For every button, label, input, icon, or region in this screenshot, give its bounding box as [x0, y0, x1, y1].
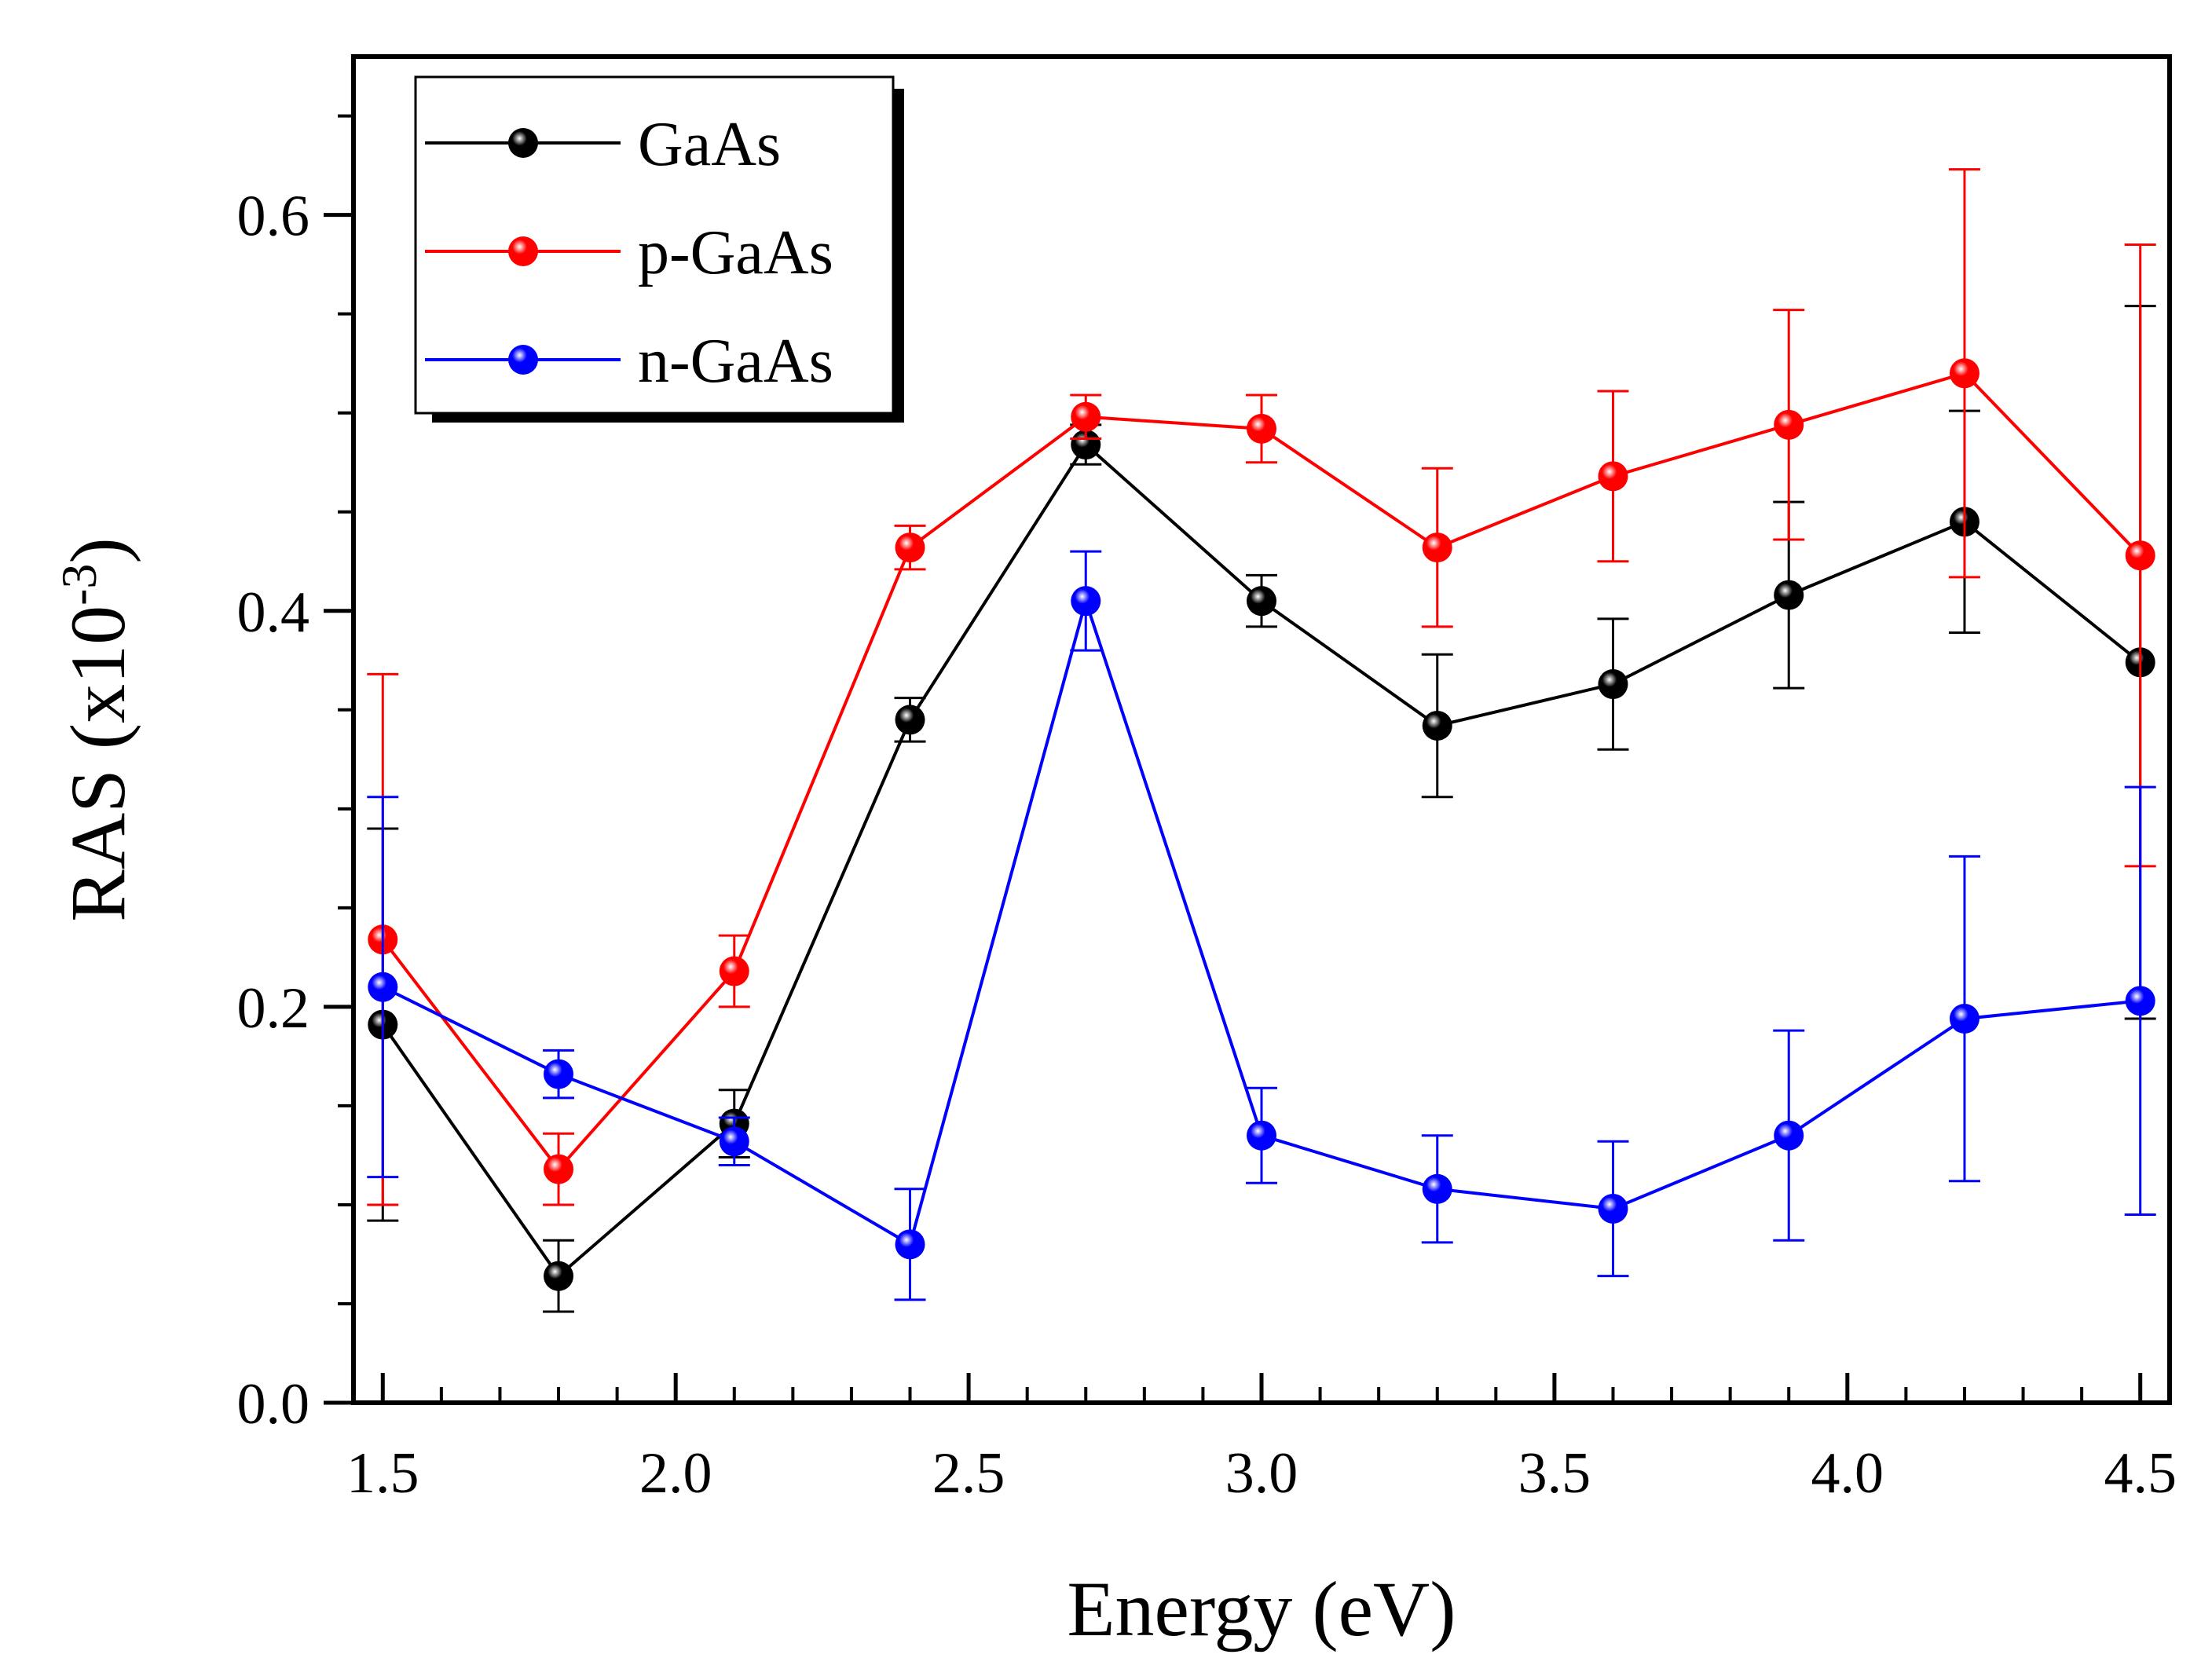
- data-point: [1247, 586, 1276, 617]
- x-axis-title: Energy (eV): [1067, 1565, 1456, 1653]
- data-point: [1598, 669, 1628, 700]
- data-point: [1071, 586, 1101, 617]
- legend-label: n-GaAs: [638, 327, 833, 396]
- data-point: [1598, 461, 1628, 492]
- data-point: [544, 1059, 574, 1089]
- legend: GaAs p-GaAs n-GaAs: [414, 75, 904, 423]
- data-point: [895, 705, 925, 735]
- data-point: [719, 1126, 749, 1157]
- y-tick-label: 0.0: [237, 1372, 310, 1437]
- data-point: [1774, 409, 1804, 440]
- data-point: [544, 1154, 574, 1184]
- legend-label: GaAs: [638, 110, 781, 179]
- y-tick-label: 0.6: [237, 185, 310, 249]
- y-tick-label: 0.4: [237, 580, 310, 645]
- data-point: [1949, 358, 1979, 389]
- y-axis-title-main: RAS (x10: [54, 606, 141, 922]
- legend-marker: [508, 236, 538, 266]
- data-point: [2125, 540, 2155, 571]
- data-point: [1071, 401, 1101, 432]
- data-point: [1598, 1193, 1628, 1224]
- legend-label: p-GaAs: [638, 218, 833, 287]
- data-point: [1247, 413, 1276, 444]
- y-axis-title-close: ): [54, 537, 141, 563]
- axis-ticks: 1.5 2.0 2.5 3.0 3.5 4.0 4.5 0.0 0.2 0.4 0.6: [237, 114, 2177, 1506]
- series-p-GaAs: [367, 168, 2156, 1206]
- data-point: [719, 956, 749, 986]
- data-point: [368, 972, 398, 1002]
- plot-area: [367, 168, 2156, 1313]
- data-point: [1247, 1120, 1276, 1151]
- legend-marker: [508, 345, 538, 375]
- data-point: [895, 533, 925, 563]
- x-tick-label: 3.0: [1225, 1441, 1298, 1506]
- data-point: [2125, 986, 2155, 1016]
- data-point: [1774, 1120, 1804, 1151]
- data-point: [1774, 580, 1804, 610]
- data-point: [1071, 430, 1101, 460]
- x-tick-label: 3.5: [1518, 1441, 1591, 1506]
- plot-frame: [351, 54, 2172, 1405]
- y-axis-title-exponent: -3: [51, 564, 107, 606]
- x-tick-label: 1.5: [346, 1441, 419, 1506]
- data-point: [1422, 1173, 1452, 1204]
- data-point: [544, 1261, 574, 1291]
- y-tick-label: 0.2: [237, 976, 310, 1041]
- legend-marker: [508, 128, 538, 158]
- x-tick-label: 2.0: [639, 1441, 712, 1506]
- data-point: [1422, 710, 1452, 741]
- data-point: [1949, 1004, 1979, 1034]
- x-tick-label: 2.5: [932, 1441, 1005, 1506]
- data-point: [895, 1229, 925, 1260]
- data-point: [1422, 533, 1452, 563]
- x-tick-label: 4.5: [2104, 1441, 2177, 1506]
- legend-box: [414, 75, 895, 415]
- series-n-GaAs: [367, 550, 2156, 1301]
- x-tick-label: 4.0: [1811, 1441, 1884, 1506]
- y-axis-title: RAS (x10-3): [51, 537, 141, 921]
